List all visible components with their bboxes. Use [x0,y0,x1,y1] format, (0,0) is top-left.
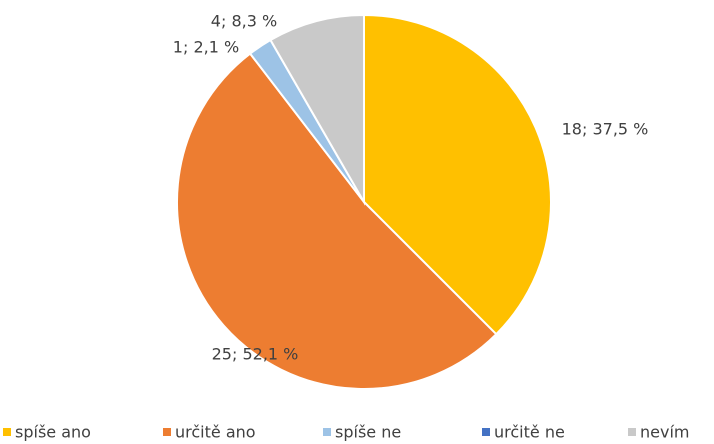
legend-label: určitě ano [175,423,256,442]
data-label: 4; 8,3 % [211,12,277,31]
legend-swatch [3,428,11,436]
data-label: 1; 2,1 % [173,38,239,57]
data-label: 25; 52,1 % [212,345,299,364]
legend-label: určitě ne [494,423,565,442]
legend-swatch [163,428,171,436]
data-label: 18; 37,5 % [562,120,649,139]
pie-slice [363,13,552,336]
legend-label: nevím [640,423,689,442]
pie-slice [176,52,498,391]
legend-label: spíše ne [335,423,401,442]
legend-swatch [482,428,490,436]
legend-swatch [628,428,636,436]
legend-label: spíše ano [15,423,91,442]
legend-swatch [323,428,331,436]
pie-slice [269,13,365,206]
